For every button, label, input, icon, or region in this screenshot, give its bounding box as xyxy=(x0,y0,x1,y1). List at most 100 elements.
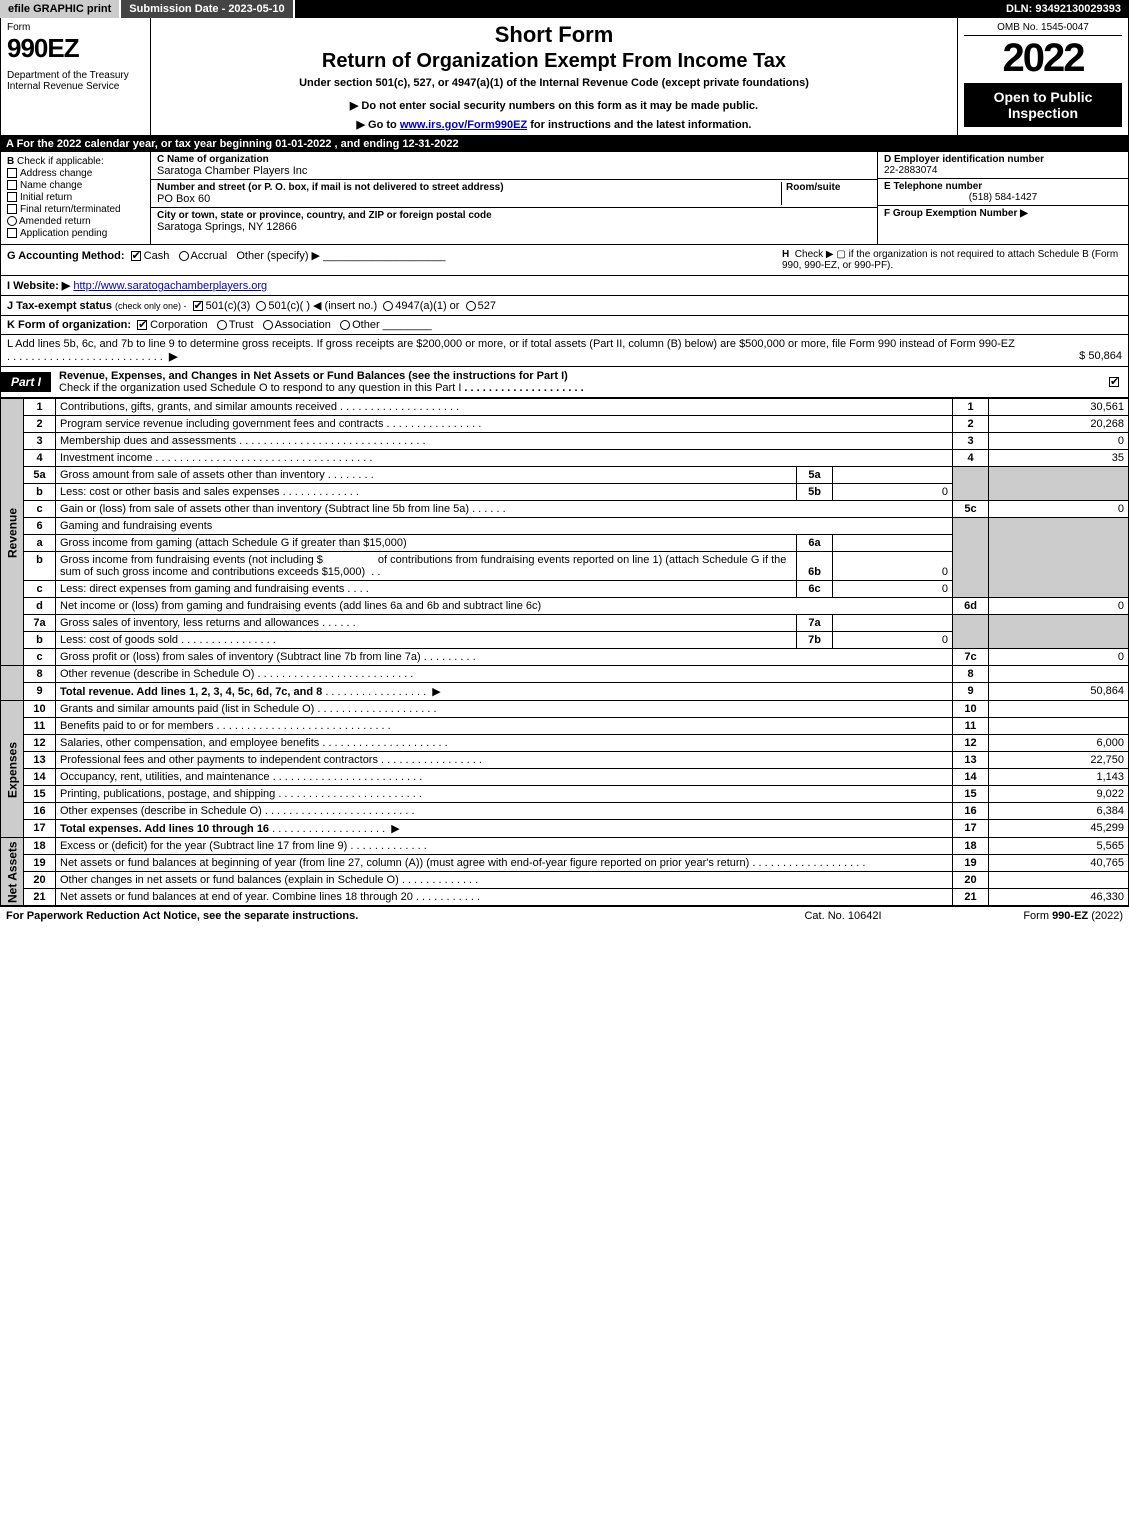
k-opt1: Corporation xyxy=(150,319,207,331)
line-18-desc: Excess or (deficit) for the year (Subtra… xyxy=(60,840,347,852)
line-9-val: 50,864 xyxy=(989,683,1129,701)
col-b: B Check if applicable: Address change Na… xyxy=(1,152,151,244)
line-6d-num: d xyxy=(24,598,56,615)
chk-4947[interactable] xyxy=(383,301,393,311)
line-4-val: 35 xyxy=(989,450,1129,467)
city-label: City or town, state or province, country… xyxy=(157,210,871,221)
chk-other-org[interactable] xyxy=(340,320,350,330)
department: Department of the Treasury Internal Reve… xyxy=(7,70,144,92)
chk-amended-return[interactable]: Amended return xyxy=(7,216,144,227)
line-15-ref: 15 xyxy=(953,786,989,803)
line-14-val: 1,143 xyxy=(989,769,1129,786)
line-12-ref: 12 xyxy=(953,735,989,752)
line-14-desc: Occupancy, rent, utilities, and maintena… xyxy=(60,771,270,783)
chk-527[interactable] xyxy=(466,301,476,311)
line-11-num: 11 xyxy=(24,718,56,735)
chk-schedule-o[interactable] xyxy=(1109,377,1119,387)
irs-link[interactable]: www.irs.gov/Form990EZ xyxy=(400,119,527,131)
chk-accrual[interactable] xyxy=(179,251,189,261)
line-7c-val: 0 xyxy=(989,649,1129,666)
efile-print-label[interactable]: efile GRAPHIC print xyxy=(0,0,121,18)
line-12-num: 12 xyxy=(24,735,56,752)
part1-check-text: Check if the organization used Schedule … xyxy=(59,382,461,394)
line-15-desc: Printing, publications, postage, and shi… xyxy=(60,788,275,800)
room-label: Room/suite xyxy=(786,182,871,193)
dln: DLN: 93492130029393 xyxy=(998,0,1129,18)
col-c: C Name of organization Saratoga Chamber … xyxy=(151,152,878,244)
chk-cash[interactable] xyxy=(131,251,141,261)
form-word: Form xyxy=(7,22,144,33)
line-5b-desc: Less: cost or other basis and sales expe… xyxy=(60,486,280,498)
ssn-warning: ▶ Do not enter social security numbers o… xyxy=(159,99,949,112)
line-3-desc: Membership dues and assessments xyxy=(60,435,236,447)
chk-association[interactable] xyxy=(263,320,273,330)
subtitle: Under section 501(c), 527, or 4947(a)(1)… xyxy=(159,77,949,89)
line-9-num: 9 xyxy=(24,683,56,701)
line-6a-num: a xyxy=(24,535,56,552)
line-1-num: 1 xyxy=(24,399,56,416)
line-16-desc: Other expenses (describe in Schedule O) xyxy=(60,805,262,817)
line-16-ref: 16 xyxy=(953,803,989,820)
j-opt1: 501(c)(3) xyxy=(206,300,251,312)
k-label: K Form of organization: xyxy=(7,319,131,331)
line-6a-sv xyxy=(833,535,953,552)
line-21-num: 21 xyxy=(24,889,56,906)
line-7b-num: b xyxy=(24,632,56,649)
line-5a-sn: 5a xyxy=(797,467,833,484)
g-label: G Accounting Method: xyxy=(7,250,125,262)
line-7b-sn: 7b xyxy=(797,632,833,649)
line-7c-ref: 7c xyxy=(953,649,989,666)
chk-501c3[interactable] xyxy=(193,301,203,311)
g-cash: Cash xyxy=(144,250,170,262)
line-7a-num: 7a xyxy=(24,615,56,632)
sidelabel-revenue: Revenue xyxy=(1,399,24,666)
chk-initial-return[interactable]: Initial return xyxy=(7,192,144,203)
line-7c-desc: Gross profit or (loss) from sales of inv… xyxy=(60,651,421,663)
j-label: J Tax-exempt status xyxy=(7,300,112,312)
j-opt3: 4947(a)(1) or xyxy=(395,300,459,312)
k-opt3: Association xyxy=(275,319,331,331)
l-amount: $ 50,864 xyxy=(1079,350,1122,362)
k-opt2: Trust xyxy=(229,319,254,331)
chk-name-change[interactable]: Name change xyxy=(7,180,144,191)
line-11-val xyxy=(989,718,1129,735)
chk-application-pending[interactable]: Application pending xyxy=(7,228,144,239)
line-6c-sn: 6c xyxy=(797,581,833,598)
line-7a-desc: Gross sales of inventory, less returns a… xyxy=(60,617,319,629)
line-6c-desc: Less: direct expenses from gaming and fu… xyxy=(60,583,344,595)
part1-tab: Part I xyxy=(1,372,51,392)
footer-right: Form 990-EZ (2022) xyxy=(943,910,1123,922)
line-6-desc: Gaming and fundraising events xyxy=(56,518,953,535)
title-short-form: Short Form xyxy=(159,22,949,48)
col-b-letter: B xyxy=(7,156,14,167)
line-19-num: 19 xyxy=(24,855,56,872)
title-return: Return of Organization Exempt From Incom… xyxy=(159,50,949,73)
submission-date: Submission Date - 2023-05-10 xyxy=(121,0,294,18)
line-5a-sv xyxy=(833,467,953,484)
line-10-ref: 10 xyxy=(953,701,989,718)
website-link[interactable]: http://www.saratogachamberplayers.org xyxy=(73,280,267,292)
g-accrual: Accrual xyxy=(191,250,228,262)
chk-corporation[interactable] xyxy=(137,320,147,330)
part1-header: Part I Revenue, Expenses, and Changes in… xyxy=(0,367,1129,398)
chk-501c[interactable] xyxy=(256,301,266,311)
line-2-val: 20,268 xyxy=(989,416,1129,433)
chk-address-change[interactable]: Address change xyxy=(7,168,144,179)
row-k: K Form of organization: Corporation Trus… xyxy=(0,316,1129,335)
footer-cat-no: Cat. No. 10642I xyxy=(743,910,943,922)
line-6c-sv: 0 xyxy=(833,581,953,598)
goto-link-line: ▶ Go to www.irs.gov/Form990EZ for instru… xyxy=(159,118,949,131)
footer-left: For Paperwork Reduction Act Notice, see … xyxy=(6,910,743,922)
chk-final-return[interactable]: Final return/terminated xyxy=(7,204,144,215)
telephone-value: (518) 584-1427 xyxy=(884,192,1122,203)
line-3-num: 3 xyxy=(24,433,56,450)
line-3-ref: 3 xyxy=(953,433,989,450)
h-letter: H xyxy=(782,249,789,260)
group-exemption-label: F Group Exemption Number xyxy=(884,208,1017,219)
line-19-val: 40,765 xyxy=(989,855,1129,872)
line-11-ref: 11 xyxy=(953,718,989,735)
line-15-val: 9,022 xyxy=(989,786,1129,803)
line-21-ref: 21 xyxy=(953,889,989,906)
chk-trust[interactable] xyxy=(217,320,227,330)
section-a-bar: A For the 2022 calendar year, or tax yea… xyxy=(0,136,1129,152)
